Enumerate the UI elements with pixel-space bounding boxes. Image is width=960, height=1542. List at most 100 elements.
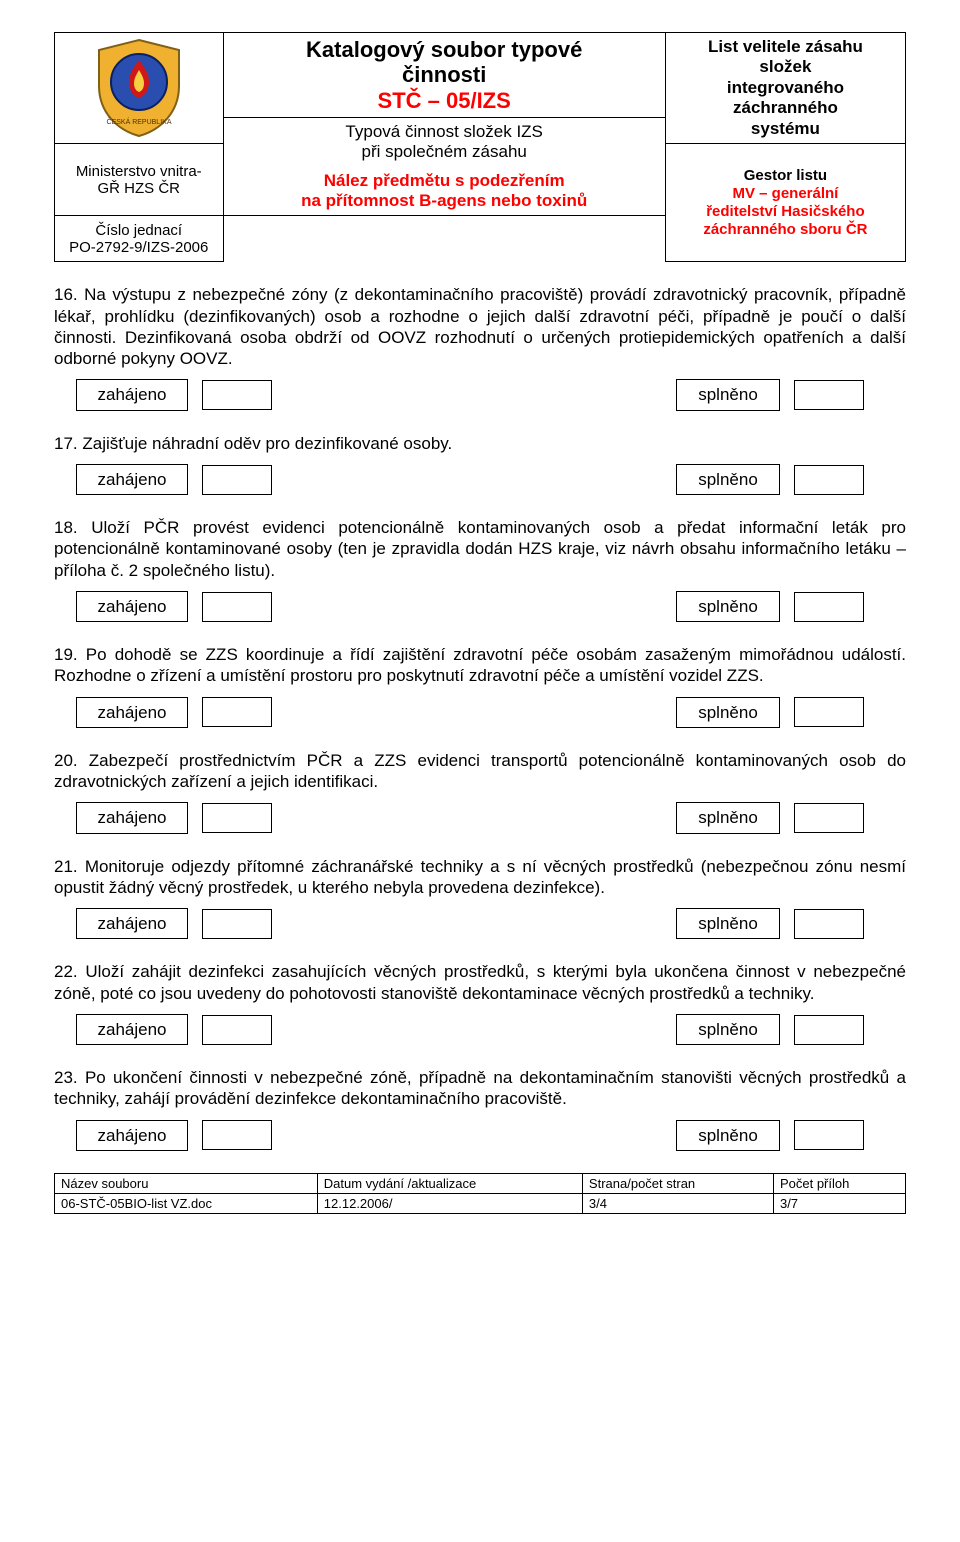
status-started-checkbox[interactable]: [202, 380, 272, 410]
status-row: zahájeno splněno: [76, 379, 906, 410]
item-text: Po dohodě se ZZS koordinuje a řídí zajiš…: [54, 645, 906, 685]
center-sub-cell: Typová činnost složek IZS při společném …: [223, 117, 665, 216]
item-text: Zabezpečí prostřednictvím PČR a ZZS evid…: [54, 751, 906, 791]
status-started-label: zahájeno: [76, 1120, 188, 1151]
item-number: 20.: [54, 751, 89, 770]
status-row: zahájeno splněno: [76, 802, 906, 833]
status-started-checkbox[interactable]: [202, 1015, 272, 1045]
item-number: 18.: [54, 518, 91, 537]
footer-c1h: Název souboru: [55, 1173, 318, 1193]
item-text: Uloží zahájit dezinfekci zasahujících vě…: [54, 962, 906, 1002]
status-started-label: zahájeno: [76, 379, 188, 410]
center-title-cell: Katalogový soubor typové činnosti STČ – …: [223, 33, 665, 118]
right-title-l1: List velitele zásahu: [672, 37, 899, 57]
item-21: 21. Monitoruje odjezdy přítomné záchraná…: [54, 856, 906, 899]
logo-cell: ČESKÁ REPUBLIKA: [55, 33, 224, 144]
status-started-checkbox[interactable]: [202, 697, 272, 727]
center-find-l2: na přítomnost B-agens nebo toxinů: [230, 191, 659, 211]
status-row: zahájenosplněno: [76, 1120, 906, 1151]
center-find-l1: Nález předmětu s podezřením: [230, 171, 659, 191]
right-title-l2: složek: [672, 57, 899, 77]
status-started-checkbox[interactable]: [202, 1120, 272, 1150]
status-started-label: zahájeno: [76, 1014, 188, 1045]
catalog-code: STČ – 05/IZS: [230, 88, 659, 113]
item-number: 19.: [54, 645, 86, 664]
status-row: zahájeno splněno: [76, 697, 906, 728]
item-number: 21.: [54, 857, 85, 876]
ministry-l2: GŘ HZS ČR: [61, 180, 217, 197]
gestor-l4: záchranného sboru ČR: [672, 221, 899, 239]
items-container: 16. Na výstupu z nebezpečné zóny (z deko…: [54, 284, 906, 1151]
svg-text:ČESKÁ REPUBLIKA: ČESKÁ REPUBLIKA: [106, 117, 171, 126]
status-started-checkbox[interactable]: [202, 803, 272, 833]
status-started-label: zahájeno: [76, 464, 188, 495]
item-17: 17. Zajišťuje náhradní oděv pro dezinfik…: [54, 433, 906, 454]
right-title-l4: záchranného: [672, 98, 899, 118]
gestor-l2: MV – generální: [672, 185, 899, 203]
item-text: Monitoruje odjezdy přítomné záchranářské…: [54, 857, 906, 897]
item-20: 20. Zabezpečí prostřednictvím PČR a ZZS …: [54, 750, 906, 793]
gestor-l1: Gestor listu: [672, 167, 899, 185]
status-done-label: splněno: [676, 591, 780, 622]
right-title-l5: systému: [672, 119, 899, 139]
ref-label: Číslo jednací: [61, 222, 217, 239]
ministry-l1: Ministerstvo vnitra-: [61, 163, 217, 180]
item-text: Zajišťuje náhradní oděv pro dezinfikovan…: [82, 434, 452, 453]
ministry-cell: Ministerstvo vnitra- GŘ HZS ČR: [55, 143, 224, 216]
ref-cell: Číslo jednací PO-2792-9/IZS-2006: [55, 216, 224, 262]
status-started-checkbox[interactable]: [202, 909, 272, 939]
catalog-title-l1: Katalogový soubor typové: [230, 37, 659, 62]
status-done-label: splněno: [676, 464, 780, 495]
item-text: Po ukončení činnosti v nebezpečné zóně, …: [54, 1068, 906, 1108]
status-row: zahájeno splněno: [76, 908, 906, 939]
status-done-checkbox[interactable]: [794, 909, 864, 939]
footer-c4h: Počet příloh: [773, 1173, 905, 1193]
status-started-label: zahájeno: [76, 697, 188, 728]
status-started-label: zahájeno: [76, 908, 188, 939]
center-sub-l2: při společném zásahu: [230, 142, 659, 162]
ref-value: PO-2792-9/IZS-2006: [61, 239, 217, 256]
right-title-cell: List velitele zásahu složek integrovanéh…: [665, 33, 905, 144]
status-done-checkbox[interactable]: [794, 697, 864, 727]
item-text: Na výstupu z nebezpečné zóny (z dekontam…: [54, 285, 906, 368]
item-number: 17.: [54, 434, 82, 453]
footer-c2h: Datum vydání /aktualizace: [317, 1173, 582, 1193]
footer-c3v: 3/4: [582, 1193, 773, 1213]
footer-c4v: 3/7: [773, 1193, 905, 1213]
status-done-checkbox[interactable]: [794, 803, 864, 833]
status-row: zahájeno splněno: [76, 1014, 906, 1045]
emblem-icon: ČESKÁ REPUBLIKA: [93, 38, 185, 138]
item-18: 18. Uloží PČR provést evidenci potencion…: [54, 517, 906, 581]
status-started-checkbox[interactable]: [202, 592, 272, 622]
status-done-checkbox[interactable]: [794, 1015, 864, 1045]
status-started-label: zahájeno: [76, 591, 188, 622]
status-done-checkbox[interactable]: [794, 592, 864, 622]
catalog-title-l2: činnosti: [230, 62, 659, 87]
item-22: 22. Uloží zahájit dezinfekci zasahujícíc…: [54, 961, 906, 1004]
footer-table: Název souboru Datum vydání /aktualizace …: [54, 1173, 906, 1214]
footer-c3h: Strana/počet stran: [582, 1173, 773, 1193]
status-done-checkbox[interactable]: [794, 380, 864, 410]
item-19: 19. Po dohodě se ZZS koordinuje a řídí z…: [54, 644, 906, 687]
status-started-label: zahájeno: [76, 802, 188, 833]
footer-c2v: 12.12.2006/: [317, 1193, 582, 1213]
status-row: zahájeno splněno: [76, 591, 906, 622]
status-done-label: splněno: [676, 802, 780, 833]
status-done-label: splněno: [676, 908, 780, 939]
status-started-checkbox[interactable]: [202, 465, 272, 495]
footer-c1v: 06-STČ-05BIO-list VZ.doc: [55, 1193, 318, 1213]
item-text: Uloží PČR provést evidenci potencionálně…: [54, 518, 906, 580]
status-done-label: splněno: [676, 1014, 780, 1045]
status-row: zahájeno splněno: [76, 464, 906, 495]
item-number: 22.: [54, 962, 85, 981]
status-done-label: splněno: [676, 697, 780, 728]
status-done-checkbox[interactable]: [794, 465, 864, 495]
item-23: 23. Po ukončení činnosti v nebezpečné zó…: [54, 1067, 906, 1110]
item-number: 23.: [54, 1068, 85, 1087]
item-number: 16.: [54, 285, 84, 304]
status-done-checkbox[interactable]: [794, 1120, 864, 1150]
gestor-l3: ředitelství Hasičského: [672, 203, 899, 221]
body-content: 16. Na výstupu z nebezpečné zóny (z deko…: [54, 284, 906, 1151]
header-table: ČESKÁ REPUBLIKA Katalogový soubor typové…: [54, 32, 906, 262]
status-done-label: splněno: [676, 379, 780, 410]
